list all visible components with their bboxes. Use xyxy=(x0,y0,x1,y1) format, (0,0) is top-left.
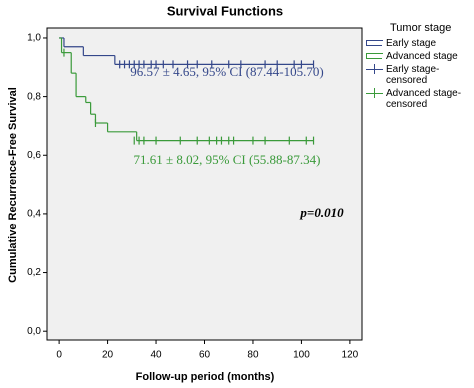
x-axis-label: Follow-up period (months) xyxy=(136,371,275,383)
x-tick-label: 80 xyxy=(247,350,259,361)
legend-label: Advanced stage xyxy=(386,51,458,62)
y-tick-label: 0,4 xyxy=(27,209,41,220)
x-tick-label: 100 xyxy=(293,350,310,361)
legend-entry: Advanced stage-censored xyxy=(366,88,466,110)
legend-entry: Early stage xyxy=(366,38,466,49)
x-tick-label: 40 xyxy=(150,350,162,361)
annotation: 96.57 ± 4.65, 95% CI (87.44-105.70) xyxy=(130,64,323,79)
legend-swatch xyxy=(366,38,383,47)
legend-label: Early stage-censored xyxy=(386,64,440,86)
legend-swatch xyxy=(366,51,383,60)
y-tick-label: 0,0 xyxy=(27,326,41,337)
y-tick-label: 0,6 xyxy=(27,150,41,161)
y-axis-label: Cumulative Recurrence-Free Survival xyxy=(7,87,19,283)
legend-label: Advanced stage-censored xyxy=(386,88,462,110)
y-tick-label: 0,2 xyxy=(27,267,41,278)
x-tick-label: 20 xyxy=(102,350,114,361)
chart-title: Survival Functions xyxy=(167,3,283,18)
legend-swatch xyxy=(366,64,383,74)
x-tick-label: 60 xyxy=(199,350,211,361)
p-value: p=0.010 xyxy=(299,205,344,220)
legend-label: Early stage xyxy=(386,38,437,49)
legend-title: Tumor stage xyxy=(390,22,452,34)
annotation: 71.61 ± 8.02, 95% CI (55.88-87.34) xyxy=(134,152,321,167)
plot-area xyxy=(46,27,363,341)
x-tick-label: 120 xyxy=(342,350,359,361)
legend-entry: Early stage-censored xyxy=(366,64,466,86)
legend: Tumor stage Early stage Advanced stage Ear… xyxy=(366,22,466,110)
y-tick-label: 1,0 xyxy=(27,33,41,44)
legend-swatch xyxy=(366,88,383,98)
y-tick-label: 0,8 xyxy=(27,91,41,102)
legend-entry: Advanced stage xyxy=(366,51,466,62)
x-tick-label: 0 xyxy=(56,350,62,361)
